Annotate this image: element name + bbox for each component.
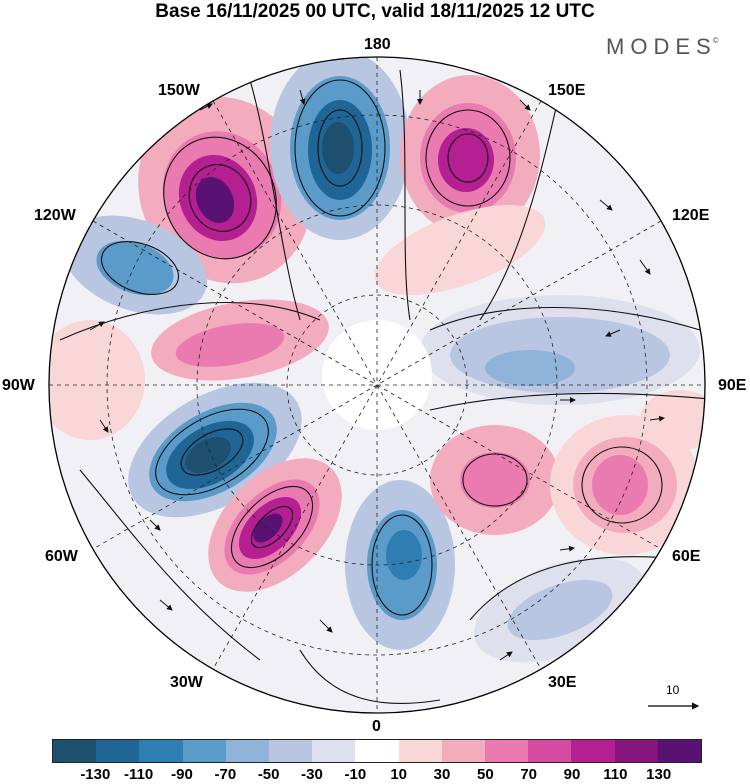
colorbar-tick-label: 110 <box>603 766 628 783</box>
copyright-mark: © <box>712 36 719 45</box>
label-150e: 150E <box>548 82 586 99</box>
colorbar-tick-label: 70 <box>520 766 537 783</box>
colorbar-tick-label: 10 <box>390 766 407 783</box>
colorbar-segment <box>269 740 313 762</box>
colorbar-ticks: -130 -110 -90 -70 -50 -30 -10 10 30 50 70 90 110 130 <box>0 766 750 784</box>
wind-arrows <box>89 89 665 661</box>
colorbar-tick-label: -90 <box>171 766 193 783</box>
colorbar-segment <box>96 740 140 762</box>
colorbar-segment <box>398 740 442 762</box>
brand-name: MODES <box>606 34 717 59</box>
label-120w: 120W <box>34 207 76 224</box>
label-60w: 60W <box>45 548 78 565</box>
label-30e: 30E <box>548 674 577 691</box>
colorbar-tick-label: 90 <box>563 766 581 783</box>
colorbar-segment <box>571 740 615 762</box>
colorbar-tick-label: -10 <box>344 766 367 783</box>
colorbar-tick-label: 30 <box>433 766 451 783</box>
colorbar-segment <box>139 740 183 762</box>
colorbar-tick-label: -50 <box>257 766 280 783</box>
colorbar-tick-label: -30 <box>301 766 323 783</box>
label-60e: 60E <box>672 548 701 565</box>
colorbar-tick-label: -70 <box>214 766 237 783</box>
label-180: 180 <box>364 36 391 53</box>
colorbar <box>52 739 702 763</box>
colorbar-segment <box>614 740 658 762</box>
colorbar-segment <box>528 740 572 762</box>
label-150w: 150W <box>158 82 200 99</box>
colorbar-tick-label: -110 <box>124 766 154 783</box>
colorbar-tick-label: 50 <box>476 766 494 783</box>
label-90w: 90W <box>2 377 35 394</box>
colorbar-tick-label: 130 <box>646 766 672 783</box>
label-0: 0 <box>372 718 381 735</box>
graticule <box>49 57 705 713</box>
colorbar-segment <box>225 740 270 762</box>
label-90e: 90E <box>718 377 747 394</box>
modes-logo: MODES© <box>606 34 723 60</box>
colorbar-tick-label: -130 <box>80 766 111 783</box>
colorbar-segment <box>441 740 486 762</box>
colorbar-segment <box>182 740 226 762</box>
map-title: Base 16/11/2025 00 UTC, valid 18/11/2025… <box>155 1 595 22</box>
colorbar-segment <box>355 740 399 762</box>
colorbar-segment <box>53 740 97 762</box>
label-30w: 30W <box>170 674 203 691</box>
colorbar-segment <box>485 740 529 762</box>
colorbar-segment <box>657 740 702 762</box>
label-120e: 120E <box>672 207 710 224</box>
map-boundary <box>48 56 706 714</box>
reference-vector-label: 10 <box>666 683 680 697</box>
colorbar-segment <box>312 740 356 762</box>
